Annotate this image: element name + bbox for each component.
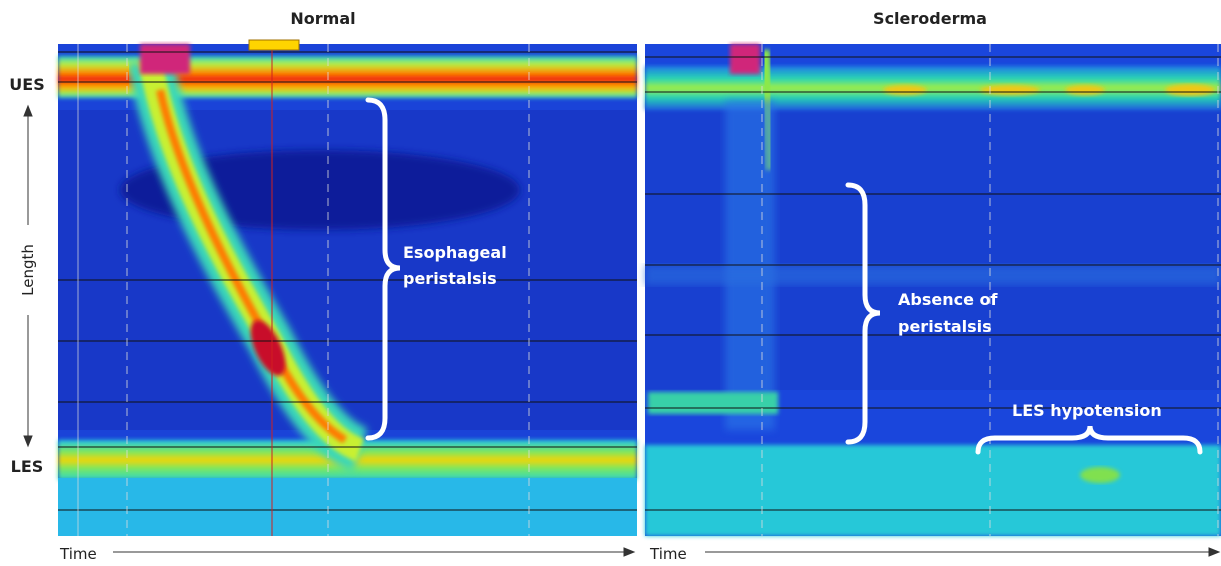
x-axis-label: Time	[59, 545, 97, 563]
x-axis-label: Time	[649, 545, 687, 563]
annotation: Esophageal	[403, 243, 507, 262]
normal-heatmap	[58, 40, 637, 536]
ues-label: UES	[9, 75, 44, 94]
panel-title: Scleroderma	[873, 9, 987, 28]
length-label: Length	[19, 244, 37, 296]
figure: Normal Scleroderma UES LES Length Time T…	[0, 0, 1221, 566]
les-label: LES	[11, 457, 44, 476]
annotation: peristalsis	[403, 269, 497, 288]
annotation: peristalsis	[898, 317, 992, 336]
annotation: Absence of	[898, 290, 999, 309]
annotation: LES hypotension	[1012, 401, 1162, 420]
panel-title: Normal	[290, 9, 355, 28]
